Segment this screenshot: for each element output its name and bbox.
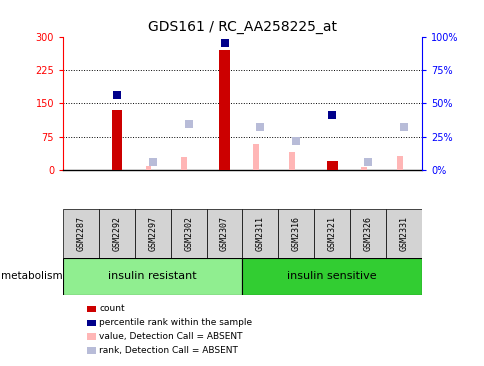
Text: GSM2307: GSM2307 bbox=[220, 216, 228, 251]
Bar bbox=[170, 209, 206, 258]
Text: insulin resistant: insulin resistant bbox=[108, 271, 197, 281]
Bar bbox=[135, 209, 170, 258]
Point bbox=[363, 160, 371, 165]
Bar bbox=[288, 152, 294, 171]
Text: count: count bbox=[99, 305, 125, 313]
Bar bbox=[63, 209, 99, 258]
Text: GSM2302: GSM2302 bbox=[184, 216, 193, 251]
Bar bbox=[145, 166, 151, 171]
Bar bbox=[314, 209, 349, 258]
Bar bbox=[219, 50, 229, 171]
Text: value, Detection Call = ABSENT: value, Detection Call = ABSENT bbox=[99, 332, 242, 341]
Point bbox=[220, 40, 228, 46]
Bar bbox=[278, 209, 314, 258]
Bar bbox=[99, 209, 135, 258]
Text: metabolism: metabolism bbox=[1, 271, 63, 281]
Text: GSM2292: GSM2292 bbox=[112, 216, 121, 251]
Text: GSM2297: GSM2297 bbox=[148, 216, 157, 251]
Text: GSM2316: GSM2316 bbox=[291, 216, 300, 251]
Text: GSM2311: GSM2311 bbox=[256, 216, 264, 251]
Text: GSM2287: GSM2287 bbox=[76, 216, 85, 251]
Point bbox=[328, 112, 335, 117]
Text: GSM2321: GSM2321 bbox=[327, 216, 336, 251]
Point bbox=[256, 124, 264, 130]
Point bbox=[184, 121, 192, 127]
Bar bbox=[253, 143, 258, 171]
Bar bbox=[181, 157, 187, 171]
Point bbox=[292, 138, 300, 144]
Text: percentile rank within the sample: percentile rank within the sample bbox=[99, 318, 252, 327]
Bar bbox=[360, 167, 366, 171]
Text: GSM2331: GSM2331 bbox=[399, 216, 408, 251]
Point bbox=[399, 124, 407, 130]
Bar bbox=[242, 209, 278, 258]
Text: rank, Detection Call = ABSENT: rank, Detection Call = ABSENT bbox=[99, 346, 238, 355]
Point bbox=[113, 92, 121, 97]
Bar bbox=[206, 209, 242, 258]
Bar bbox=[63, 258, 242, 295]
Bar bbox=[326, 161, 337, 171]
Text: GSM2326: GSM2326 bbox=[363, 216, 372, 251]
Bar bbox=[242, 258, 421, 295]
Bar bbox=[111, 110, 122, 171]
Bar bbox=[349, 209, 385, 258]
Bar bbox=[385, 209, 421, 258]
Point bbox=[149, 160, 156, 165]
Title: GDS161 / RC_AA258225_at: GDS161 / RC_AA258225_at bbox=[148, 20, 336, 34]
Bar bbox=[396, 156, 402, 171]
Text: insulin sensitive: insulin sensitive bbox=[287, 271, 376, 281]
